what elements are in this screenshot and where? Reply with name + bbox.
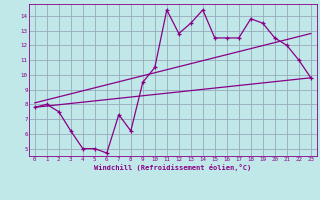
X-axis label: Windchill (Refroidissement éolien,°C): Windchill (Refroidissement éolien,°C)	[94, 164, 252, 171]
